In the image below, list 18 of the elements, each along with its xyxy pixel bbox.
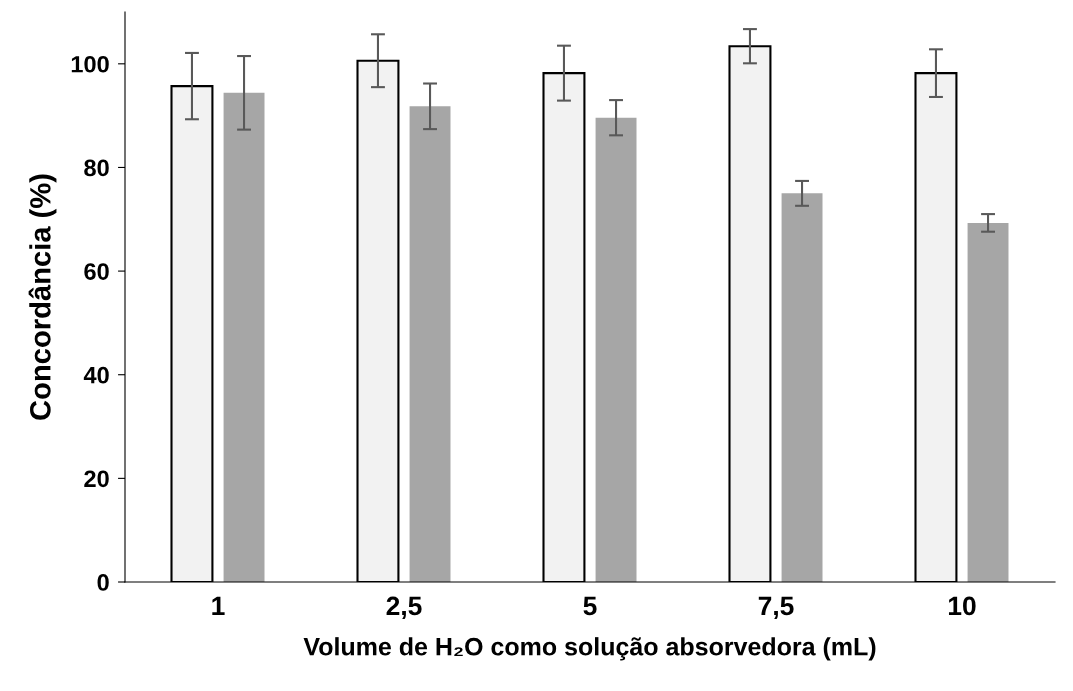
bar <box>409 106 451 582</box>
bar <box>967 222 1009 582</box>
bar <box>781 193 823 582</box>
x-axis-title: Volume de H₂O como solução absorvedora (mL) <box>303 637 876 661</box>
y-tick-label: 0 <box>97 574 109 591</box>
bar <box>223 92 265 582</box>
y-axis-title: Concordância (%) <box>28 174 57 420</box>
y-tick-label: 100 <box>71 55 109 73</box>
x-tick-label: 1 <box>212 596 225 616</box>
y-tick-label: 60 <box>84 263 109 280</box>
y-tick-label: 40 <box>83 366 109 384</box>
x-tick-label: 2,5 <box>386 596 422 620</box>
y-tick-label: 20 <box>84 470 109 488</box>
x-tick-label: 5 <box>583 596 597 616</box>
x-tick-label: 7,5 <box>758 596 794 620</box>
x-tick-label: 10 <box>948 596 976 616</box>
bar <box>595 117 637 582</box>
y-tick-label: 80 <box>84 159 109 177</box>
